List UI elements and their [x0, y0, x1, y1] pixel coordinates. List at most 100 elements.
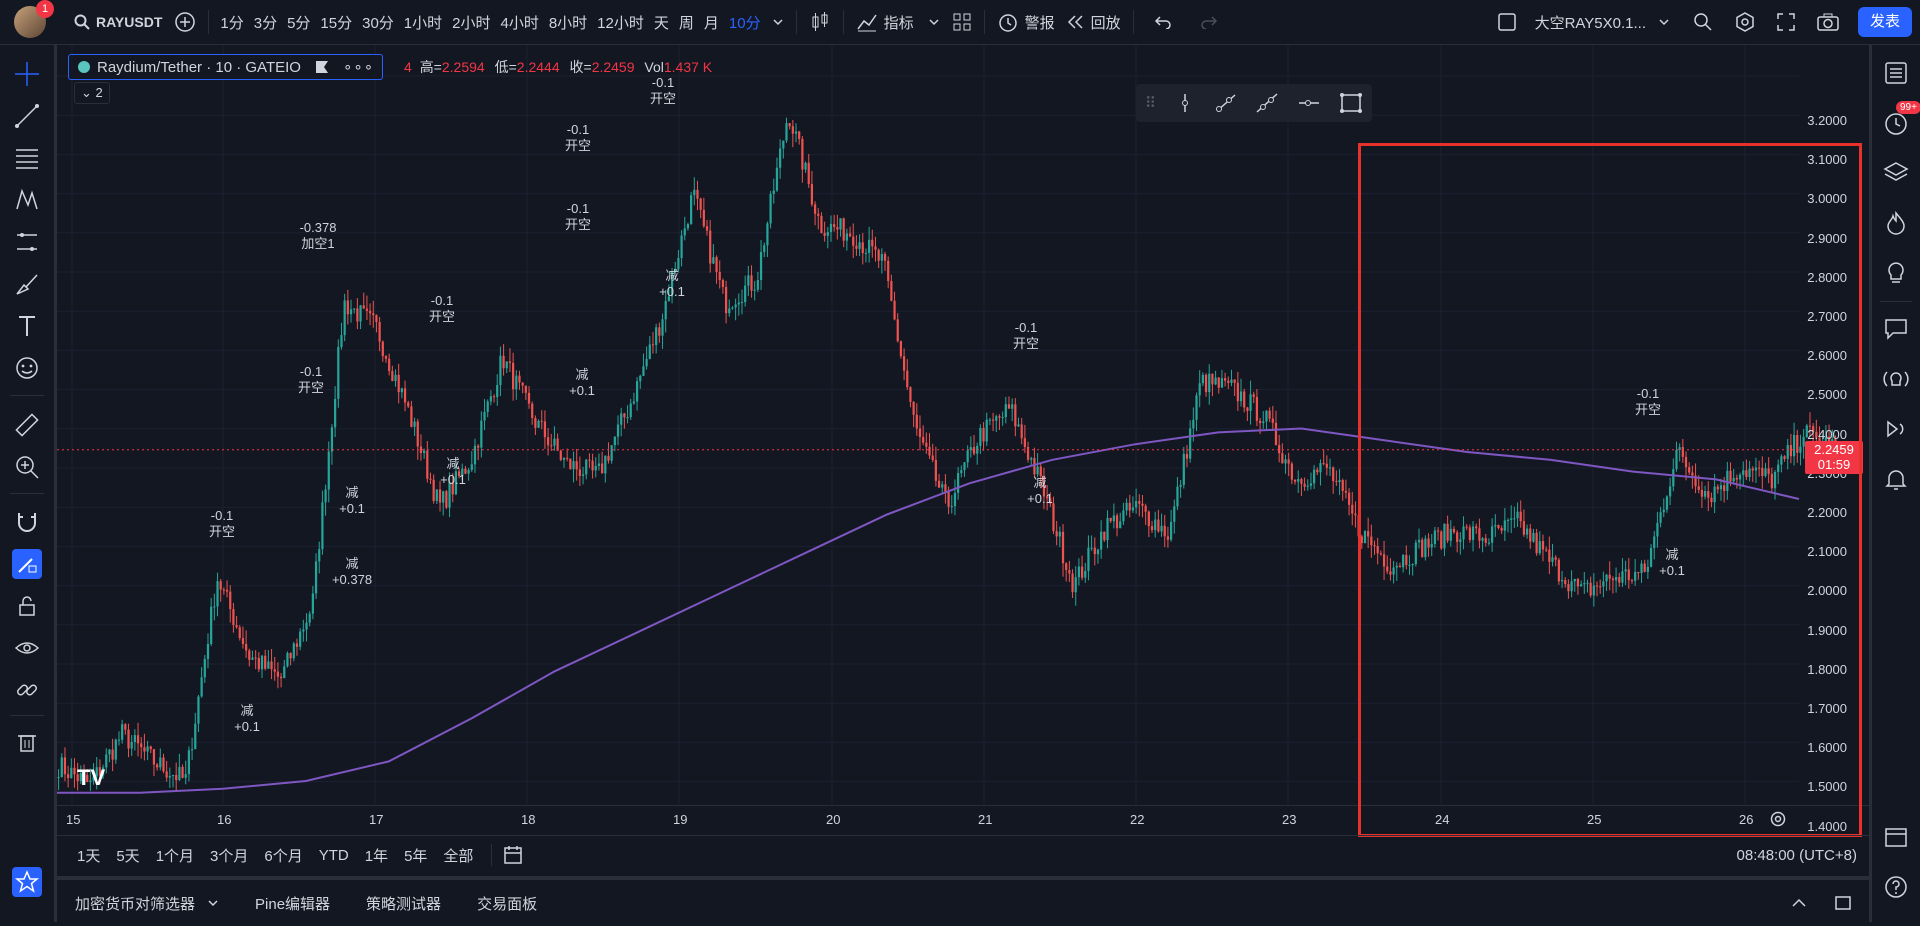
- dom-button[interactable]: [1880, 821, 1912, 853]
- range-6[interactable]: 1年: [364, 847, 389, 865]
- range-5[interactable]: YTD: [318, 846, 349, 864]
- chats-button[interactable]: [1880, 313, 1912, 345]
- range-0[interactable]: 1天: [77, 847, 101, 865]
- emoji-tool[interactable]: [12, 353, 42, 383]
- redo-button[interactable]: [1186, 0, 1232, 44]
- tab-pine-editor[interactable]: Pine编辑器: [237, 893, 348, 914]
- range-2[interactable]: 1个月: [155, 847, 195, 865]
- range-8[interactable]: 全部: [443, 847, 474, 865]
- favorites-tool[interactable]: [12, 867, 42, 897]
- timeframe-11[interactable]: 周: [678, 14, 694, 32]
- brush-tool[interactable]: [12, 269, 42, 299]
- timeframe-6[interactable]: 2小时: [452, 14, 491, 32]
- symbol-search[interactable]: RAYUSDT: [68, 0, 168, 44]
- timeframe-13[interactable]: 10分: [728, 14, 761, 32]
- flag-icon[interactable]: [315, 60, 329, 74]
- replay-button[interactable]: 回放: [1061, 0, 1127, 44]
- candle-body: [1122, 510, 1125, 522]
- timeframe-12[interactable]: 月: [703, 14, 719, 32]
- stay-drawing-tool[interactable]: [12, 549, 42, 579]
- remove-drawings-tool[interactable]: [12, 727, 42, 757]
- fullscreen-button[interactable]: [1766, 0, 1806, 44]
- alerts-panel-button[interactable]: 99+: [1880, 101, 1920, 139]
- horizontal-ray-icon[interactable]: [1297, 92, 1321, 114]
- watchlist-button[interactable]: [1880, 57, 1912, 89]
- timeframe-8[interactable]: 8小时: [548, 14, 588, 32]
- hotlists-button[interactable]: [1880, 207, 1912, 239]
- text-tool[interactable]: [12, 311, 42, 341]
- chart-type-button[interactable]: [803, 0, 837, 44]
- search-gear-icon: [1694, 13, 1712, 31]
- tab-strategy-tester[interactable]: 策略测试器: [348, 893, 459, 914]
- drag-handle-icon[interactable]: ⠿: [1144, 95, 1156, 112]
- fib-tool[interactable]: [12, 143, 42, 173]
- timeframe-9[interactable]: 12小时: [597, 14, 644, 32]
- candle-body: [712, 257, 715, 264]
- calendar-button[interactable]: [1880, 413, 1912, 445]
- timeframe-2[interactable]: 5分: [287, 14, 311, 32]
- notifications-button[interactable]: [1880, 463, 1912, 495]
- magnet-tool[interactable]: [12, 507, 42, 537]
- quick-search-button[interactable]: [1682, 0, 1724, 44]
- candle-body: [1328, 467, 1332, 469]
- price-chart[interactable]: TV: [57, 45, 1869, 835]
- publish-button[interactable]: 发表: [1857, 7, 1912, 37]
- rectangle-icon[interactable]: [1339, 92, 1363, 114]
- vertical-line-icon[interactable]: [1174, 92, 1196, 114]
- pattern-tool[interactable]: [12, 185, 42, 215]
- streams-button[interactable]: [1880, 363, 1912, 395]
- timeframe-0[interactable]: 1分: [220, 14, 244, 32]
- zoom-tool[interactable]: [12, 452, 42, 482]
- price-axis[interactable]: 3.2000 3.1000 3.0000 2.9000 2.8000 2.7000 2.60…: [1799, 45, 1869, 835]
- timeframe-dropdown[interactable]: [766, 0, 790, 44]
- tab-trading-panel[interactable]: 交易面板: [459, 893, 555, 914]
- snapshot-button[interactable]: [1806, 0, 1850, 44]
- timeframe-7[interactable]: 4小时: [500, 14, 539, 32]
- maximize-panel-icon[interactable]: [1833, 893, 1853, 913]
- candle-body: [1363, 531, 1367, 544]
- symbol-legend[interactable]: Raydium/Tether · 10 · GATEIO ∘∘∘: [68, 54, 384, 80]
- timeframe-4[interactable]: 30分: [362, 14, 394, 32]
- range-7[interactable]: 5年: [404, 847, 428, 865]
- candle-body: [340, 335, 343, 348]
- chart-clock[interactable]: 08:48:00 (UTC+8): [1736, 846, 1857, 864]
- chevron-up-icon[interactable]: [1789, 893, 1809, 913]
- visibility-tool[interactable]: [12, 633, 42, 663]
- settings-button[interactable]: [1724, 0, 1766, 44]
- help-button[interactable]: [1880, 871, 1912, 903]
- templates-button[interactable]: [946, 0, 978, 44]
- extended-line-icon[interactable]: [1255, 92, 1279, 114]
- annotation-line-2: 开空: [297, 380, 325, 395]
- time-axis[interactable]: 15 16 17 18 19 20 21 22 23 24 25 26: [57, 805, 1869, 834]
- link-tool[interactable]: [12, 675, 42, 705]
- timeframe-5[interactable]: 1小时: [403, 14, 443, 32]
- indicator-collapse-toggle[interactable]: ⌄ 2: [74, 82, 110, 104]
- timeframe-1[interactable]: 3分: [253, 14, 278, 32]
- layout-selector[interactable]: 大空RAY5X0.1...: [1491, 0, 1676, 44]
- indicators-button[interactable]: 指标: [850, 0, 946, 44]
- tab-crypto-screener[interactable]: 加密货币对筛选器: [57, 893, 237, 914]
- settings-icon[interactable]: [1769, 810, 1787, 828]
- ideas-button[interactable]: [1880, 257, 1912, 289]
- measure-tool[interactable]: [12, 410, 42, 440]
- calendar-icon[interactable]: [502, 844, 524, 866]
- more-icon[interactable]: ∘∘∘: [342, 59, 375, 76]
- lock-tool[interactable]: [12, 591, 42, 621]
- range-4[interactable]: 6个月: [264, 847, 303, 865]
- object-tree-button[interactable]: [1880, 157, 1912, 189]
- timeframe-10[interactable]: 天: [653, 14, 669, 32]
- range-1[interactable]: 5天: [116, 847, 140, 865]
- crosshair-tool[interactable]: [12, 59, 42, 89]
- candle-body: [1732, 477, 1735, 482]
- alerts-button[interactable]: 警报: [991, 0, 1061, 44]
- prediction-tool[interactable]: [12, 227, 42, 257]
- timeframe-3[interactable]: 15分: [320, 14, 353, 32]
- range-list: 1天 5天 1个月 3个月 6个月 YTD 1年 5年 全部: [69, 845, 481, 866]
- trendline-tool[interactable]: [12, 101, 42, 131]
- range-3[interactable]: 3个月: [210, 847, 249, 865]
- avatar[interactable]: 1: [14, 0, 54, 38]
- ray-icon[interactable]: [1214, 92, 1238, 114]
- candle-body: [1672, 469, 1675, 487]
- compare-button[interactable]: [168, 0, 202, 44]
- undo-button[interactable]: [1140, 0, 1186, 44]
